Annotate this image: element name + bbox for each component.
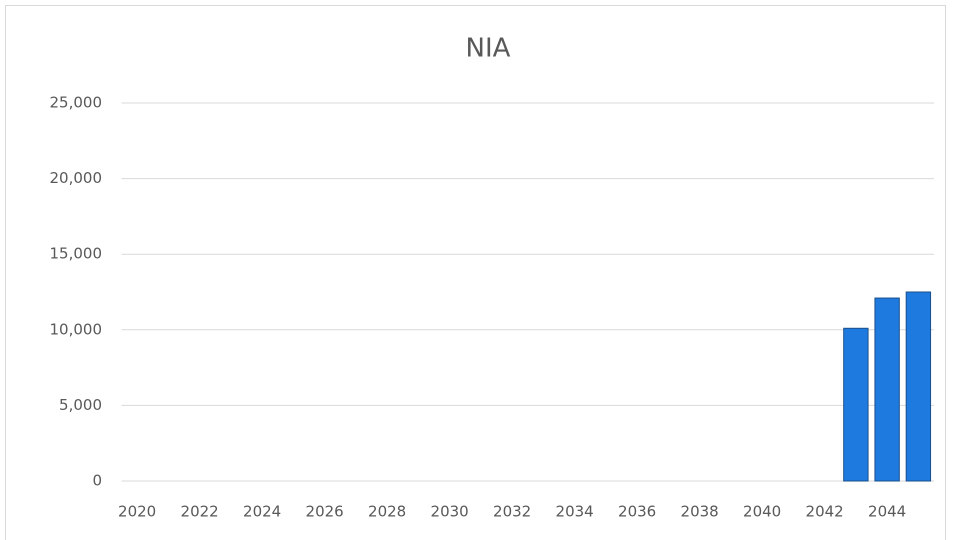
x-tick-label: 2032	[493, 503, 531, 521]
x-tick-label: 2044	[868, 503, 906, 521]
x-tick-label: 2034	[556, 503, 594, 521]
x-tick-label: 2026	[306, 503, 344, 521]
chart-frame	[5, 5, 946, 540]
x-tick-label: 2042	[806, 503, 844, 521]
x-tick-label: 2022	[181, 503, 219, 521]
y-tick-label: 20,000	[50, 169, 103, 187]
x-tick-label: 2038	[681, 503, 719, 521]
bar	[905, 291, 932, 482]
chart-title: NIA	[466, 34, 511, 64]
x-tick-label: 2024	[243, 503, 281, 521]
y-tick-label: 25,000	[50, 94, 103, 112]
x-tick-label: 2028	[368, 503, 406, 521]
y-tick-label: 10,000	[50, 320, 103, 338]
y-tick-label: 15,000	[50, 245, 103, 263]
x-tick-label: 2036	[618, 503, 656, 521]
y-tick-label: 0	[92, 472, 102, 490]
x-tick-label: 2030	[431, 503, 469, 521]
x-tick-label: 2040	[743, 503, 781, 521]
bar	[843, 327, 869, 482]
y-tick-label: 5,000	[59, 396, 102, 414]
bar	[874, 297, 900, 482]
x-tick-label: 2020	[118, 503, 156, 521]
